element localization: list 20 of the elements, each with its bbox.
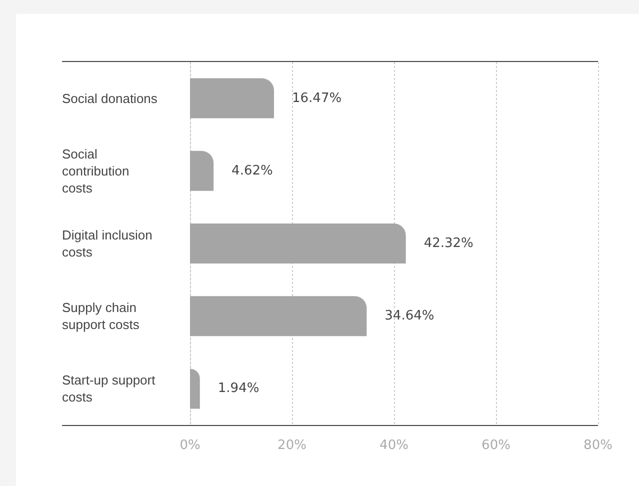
y-tick-label: Social donations	[62, 90, 158, 106]
x-tick-label: 60%	[482, 438, 510, 453]
bar	[190, 224, 406, 264]
bar	[190, 78, 274, 118]
data-label: 1.94%	[218, 381, 260, 396]
data-label: 4.62%	[232, 163, 273, 178]
y-tick-label: Digital inclusion costs	[62, 228, 156, 260]
x-tick-label: 80%	[584, 438, 612, 453]
bar	[190, 368, 200, 409]
y-tick-label: Supply chain support costs	[62, 300, 140, 332]
bar	[190, 150, 214, 191]
data-label: 42.32%	[424, 236, 474, 251]
x-tick-label: 40%	[380, 438, 408, 453]
data-label: 34.64%	[384, 308, 434, 324]
x-tick-label: 0%	[180, 438, 200, 453]
data-label: 16.47%	[292, 90, 342, 106]
x-tick-label: 20%	[278, 438, 306, 453]
y-tick-label: Start-up support costs	[62, 372, 159, 405]
y-tick-label: Social contribution costs	[62, 146, 133, 196]
bar	[190, 296, 367, 336]
